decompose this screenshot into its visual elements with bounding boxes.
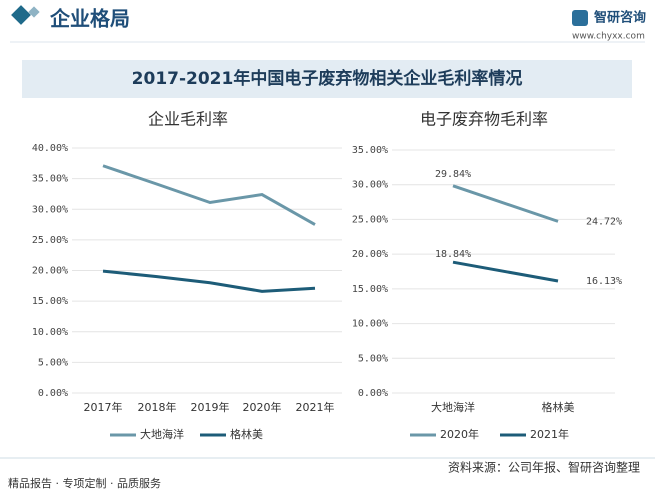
x-tick-label: 大地海洋 (431, 400, 475, 414)
x-tick-label: 2021年 (296, 400, 335, 414)
y-tick-label: 30.00% (352, 180, 388, 191)
y-tick-label: 10.00% (352, 319, 388, 330)
y-tick-label: 25.00% (32, 235, 68, 246)
y-tick-label: 35.00% (32, 174, 68, 185)
section-title: 企业格局 (49, 7, 130, 31)
y-tick-label: 35.00% (352, 145, 388, 156)
y-tick-label: 0.00% (358, 388, 388, 399)
y-tick-label: 40.00% (32, 143, 68, 154)
x-tick-label: 2018年 (138, 400, 177, 414)
x-tick-label: 格林美 (542, 400, 575, 414)
value-label: 16.13% (586, 276, 622, 287)
series-line (452, 184, 559, 223)
legend-label: 2021年 (530, 427, 569, 441)
x-tick-label: 2019年 (191, 400, 230, 414)
y-tick-label: 15.00% (32, 296, 68, 307)
logo-icon (572, 10, 588, 26)
y-tick-label: 5.00% (38, 357, 68, 368)
website: www.chyxx.com (572, 32, 645, 42)
y-tick-label: 0.00% (38, 388, 68, 399)
chart-title: 电子废弃物毛利率 (420, 110, 548, 129)
y-tick-label: 20.00% (352, 249, 388, 260)
y-tick-label: 10.00% (32, 327, 68, 338)
tagline: 精品报告 · 专项定制 · 品质服务 (8, 476, 161, 490)
series-line (102, 164, 316, 226)
header-icon (28, 6, 40, 18)
series-line (102, 269, 316, 293)
legend-label: 格林美 (230, 427, 263, 441)
main-title: 2017-2021年中国电子废弃物相关企业毛利率情况 (132, 68, 523, 89)
x-tick-label: 2017年 (84, 400, 123, 414)
chart-title: 企业毛利率 (148, 110, 228, 129)
y-tick-label: 25.00% (352, 214, 388, 225)
legend-label: 2020年 (440, 427, 479, 441)
header-icon (11, 5, 31, 25)
y-tick-label: 20.00% (32, 266, 68, 277)
series-line (452, 260, 559, 283)
legend-label: 大地海洋 (140, 427, 184, 441)
y-tick-label: 30.00% (32, 204, 68, 215)
title-band (22, 60, 632, 98)
brand: 智研咨询 (594, 10, 646, 26)
y-tick-label: 15.00% (352, 284, 388, 295)
y-tick-label: 5.00% (358, 353, 388, 364)
value-label: 24.72% (586, 216, 622, 227)
source: 资料来源：公司年报、智研咨询整理 (448, 460, 640, 475)
value-label: 18.84% (435, 249, 471, 260)
x-tick-label: 2020年 (243, 400, 282, 414)
value-label: 29.84% (435, 169, 471, 180)
